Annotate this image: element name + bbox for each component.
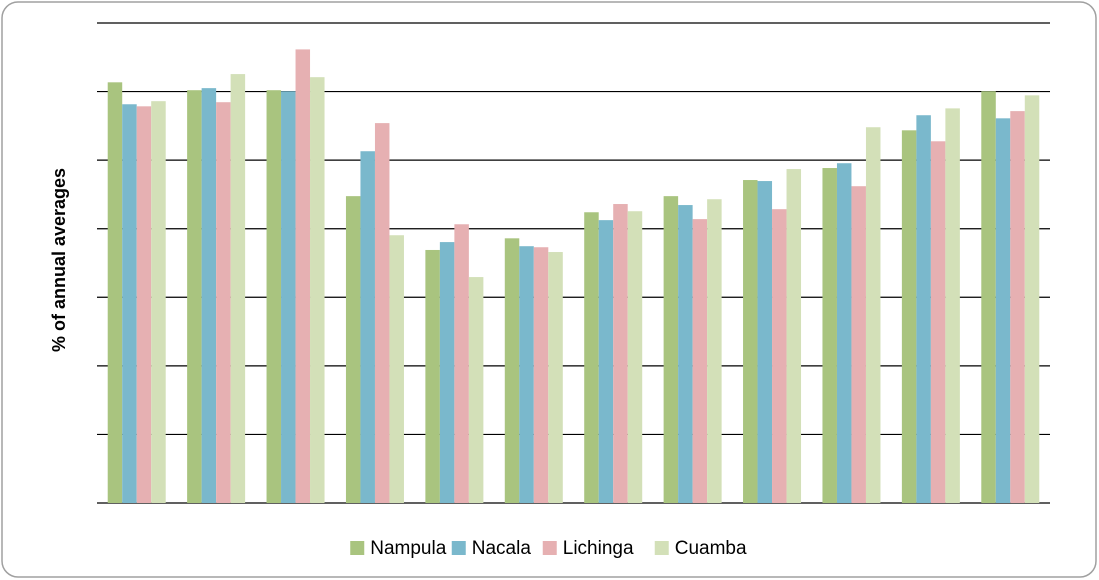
bar xyxy=(439,242,455,504)
bar xyxy=(533,247,549,503)
bar xyxy=(930,141,946,504)
bar xyxy=(519,246,534,503)
bar xyxy=(901,130,917,504)
bar xyxy=(981,91,996,503)
bar xyxy=(122,104,137,503)
bar xyxy=(707,199,722,503)
bar xyxy=(613,204,628,503)
bar xyxy=(865,127,881,503)
bar xyxy=(360,151,375,503)
bar xyxy=(851,186,866,503)
bar xyxy=(345,196,361,503)
bar xyxy=(454,224,469,503)
legend-label: Nacala xyxy=(472,538,532,559)
bar xyxy=(216,102,231,503)
bar xyxy=(201,88,217,504)
bar xyxy=(627,211,643,503)
bar xyxy=(584,212,599,503)
bar xyxy=(468,277,484,503)
bar xyxy=(374,123,390,503)
bar xyxy=(678,205,693,504)
bar xyxy=(822,168,837,503)
bar xyxy=(266,90,282,503)
bar xyxy=(187,90,202,503)
bar xyxy=(663,196,679,503)
bar xyxy=(504,238,520,504)
bar xyxy=(995,118,1011,504)
legend-swatch xyxy=(542,541,557,555)
bar xyxy=(772,209,787,503)
bar xyxy=(743,180,758,503)
bar xyxy=(107,82,123,504)
legend-swatch xyxy=(451,541,466,555)
bar xyxy=(295,49,311,504)
bar xyxy=(836,163,852,503)
bar xyxy=(230,74,246,503)
legend-swatch xyxy=(350,541,365,555)
bar xyxy=(151,101,166,504)
legend-label: Cuamba xyxy=(675,538,747,559)
bar xyxy=(598,220,614,503)
bar xyxy=(310,77,325,504)
legend-swatch xyxy=(654,541,669,555)
bar xyxy=(1010,111,1025,503)
legend-label: Lichinga xyxy=(563,538,634,559)
bar xyxy=(548,252,563,503)
bar xyxy=(692,219,708,503)
bar xyxy=(757,181,773,504)
bar xyxy=(389,235,404,503)
bar xyxy=(281,91,296,503)
bar xyxy=(786,169,802,504)
y-axis-label: % of annual averages xyxy=(49,168,69,352)
bar xyxy=(945,108,960,503)
bar xyxy=(1024,95,1040,503)
legend-label: Nampula xyxy=(370,538,446,559)
bar xyxy=(425,249,440,503)
bar xyxy=(916,115,931,503)
bar xyxy=(136,106,152,504)
